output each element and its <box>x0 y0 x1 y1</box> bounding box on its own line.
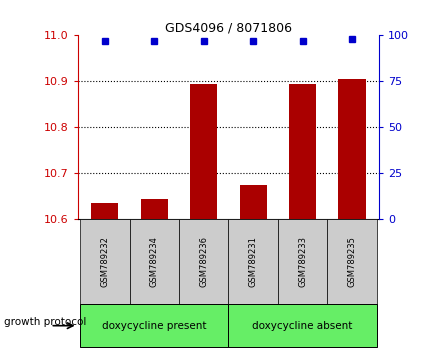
Bar <box>91 203 118 219</box>
Bar <box>327 219 376 304</box>
Bar <box>129 219 178 304</box>
Bar <box>80 304 228 347</box>
Text: GSM789232: GSM789232 <box>100 236 109 287</box>
Title: GDS4096 / 8071806: GDS4096 / 8071806 <box>165 21 291 34</box>
Text: GSM789233: GSM789233 <box>298 236 307 287</box>
Bar <box>80 219 129 304</box>
Text: GSM789235: GSM789235 <box>347 236 356 287</box>
Bar <box>338 79 365 219</box>
Bar <box>239 185 266 219</box>
Bar <box>277 219 327 304</box>
Text: GSM789231: GSM789231 <box>248 236 257 287</box>
Bar <box>178 219 228 304</box>
Bar <box>140 199 167 219</box>
Text: growth protocol: growth protocol <box>4 317 86 327</box>
Bar <box>228 304 376 347</box>
Text: doxycycline present: doxycycline present <box>102 321 206 331</box>
Text: GSM789234: GSM789234 <box>149 236 158 287</box>
Bar <box>190 84 217 219</box>
Text: doxycycline absent: doxycycline absent <box>252 321 352 331</box>
Text: GSM789236: GSM789236 <box>199 236 208 287</box>
Bar <box>228 219 277 304</box>
Bar <box>289 84 316 219</box>
